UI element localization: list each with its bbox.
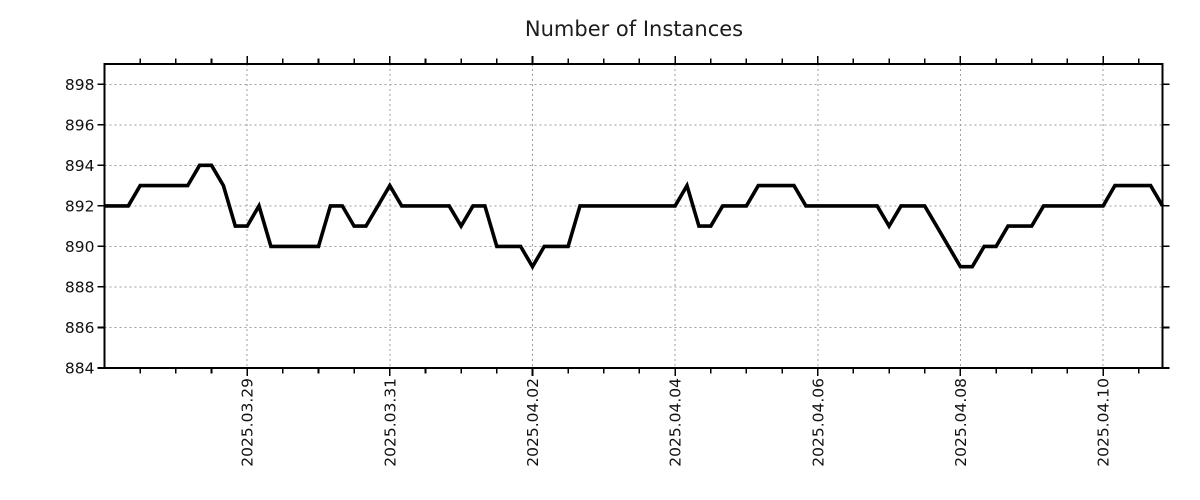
x-tick-label: 2025.04.04 bbox=[667, 378, 685, 467]
x-tick-label: 2025.03.31 bbox=[381, 378, 399, 467]
x-tick-label: 2025.04.08 bbox=[952, 378, 970, 467]
x-tick-label: 2025.04.06 bbox=[809, 378, 827, 467]
x-tick-label: 2025.04.10 bbox=[1095, 378, 1113, 467]
y-tick-label: 886 bbox=[65, 319, 95, 337]
plot-border bbox=[103, 63, 1164, 369]
y-tick-label: 884 bbox=[65, 360, 95, 378]
y-tick-label: 898 bbox=[65, 76, 95, 94]
axis-ticks bbox=[97, 56, 1170, 376]
x-tick-labels: 2025.03.29 2025.03.31 2025.04.02 2025.04.04… bbox=[239, 378, 1113, 467]
y-tick-label: 892 bbox=[65, 197, 95, 215]
x-tick-label: 2025.03.29 bbox=[239, 378, 257, 467]
y-tick-label: 888 bbox=[65, 278, 95, 296]
y-tick-label: 896 bbox=[65, 116, 95, 134]
y-tick-labels: 884 886 888 890 892 894 896 898 bbox=[65, 76, 95, 378]
chart-title: Number of Instances bbox=[524, 17, 744, 41]
x-tick-label: 2025.04.02 bbox=[524, 378, 542, 467]
y-tick-label: 894 bbox=[65, 157, 95, 175]
y-tick-label: 890 bbox=[65, 238, 95, 256]
series-line bbox=[104, 163, 1165, 271]
